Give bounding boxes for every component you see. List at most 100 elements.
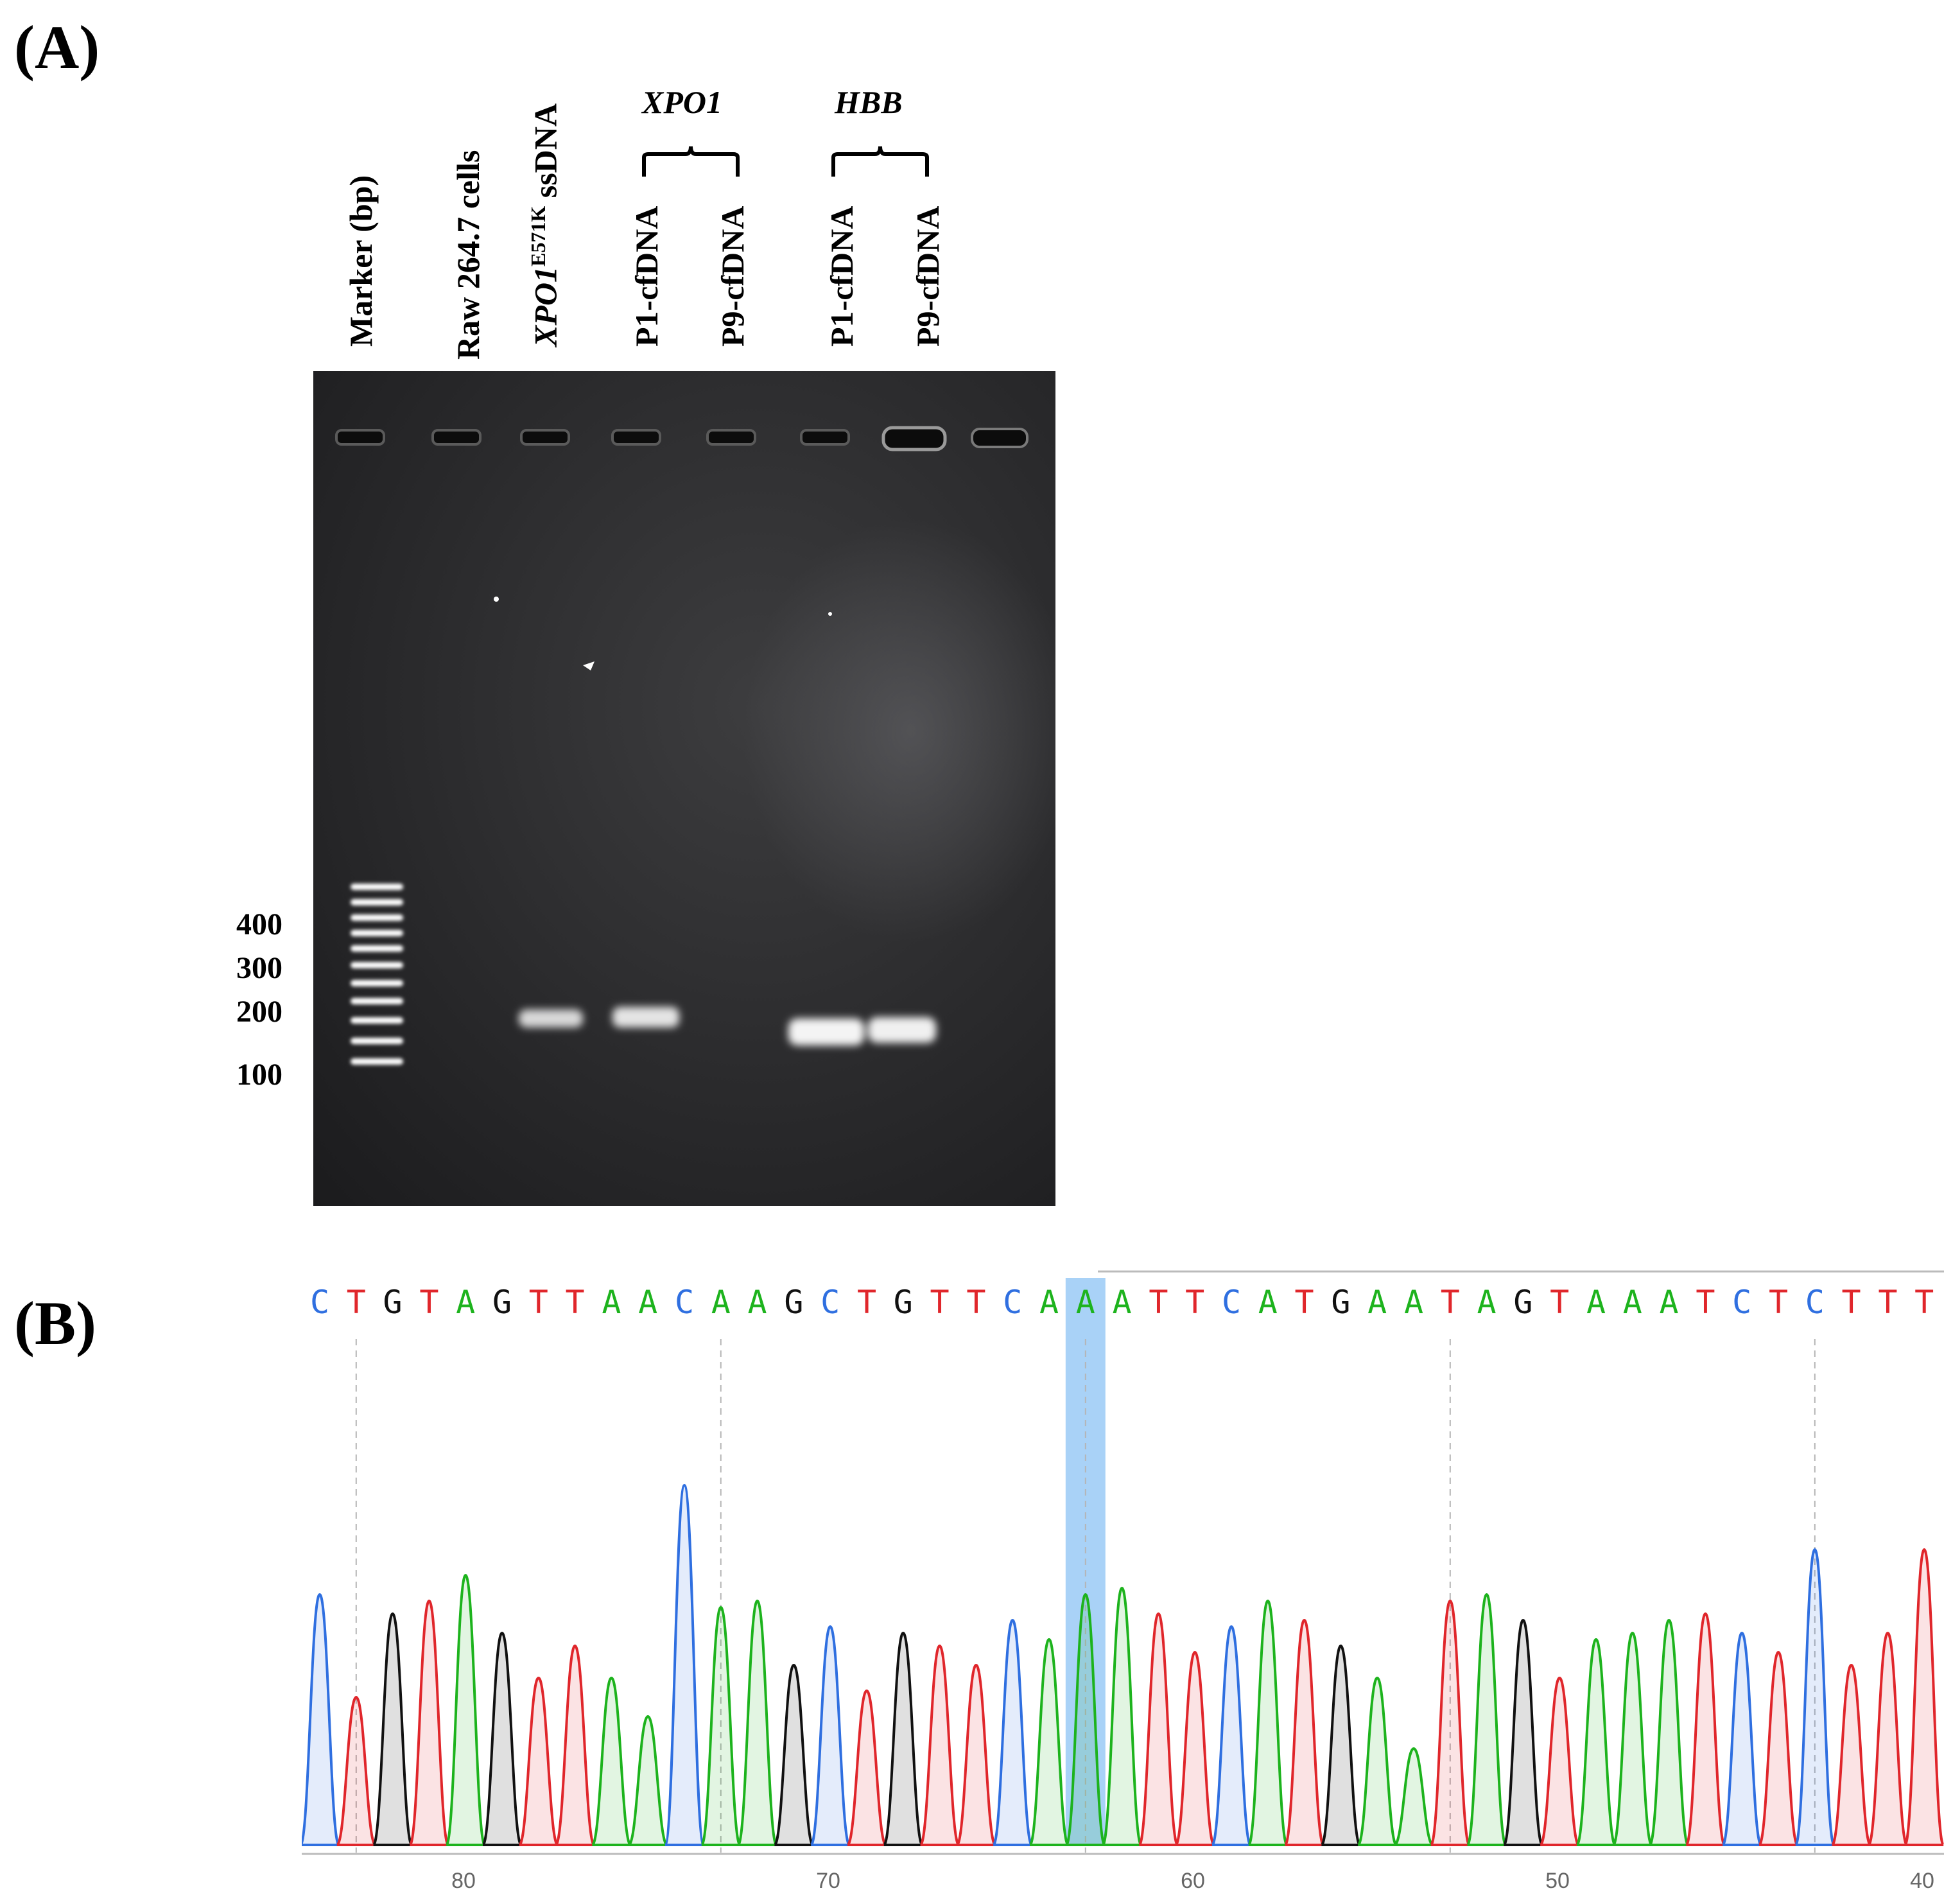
base-call: A <box>1039 1284 1059 1321</box>
trace-peak <box>1174 1650 1216 1846</box>
position-tick: 70 <box>816 1869 840 1893</box>
trace-peak <box>810 1625 851 1846</box>
gel-haze <box>743 519 1055 943</box>
well <box>881 426 947 451</box>
base-call: G <box>784 1284 803 1321</box>
ladder-band <box>351 914 403 921</box>
trace-peak <box>302 1593 340 1846</box>
trace-peak <box>1211 1625 1252 1846</box>
trace-peak <box>1320 1644 1362 1846</box>
trace-peak <box>1466 1593 1507 1846</box>
trace-peak <box>1685 1612 1726 1846</box>
marker-label-100: 100 <box>236 1058 282 1092</box>
trace-peak <box>992 1618 1034 1846</box>
base-call: A <box>711 1284 731 1321</box>
base-call: G <box>1331 1284 1350 1321</box>
base-call: A <box>1586 1284 1606 1321</box>
base-call: T <box>1441 1284 1460 1321</box>
base-call: A <box>1076 1284 1095 1321</box>
ladder-band <box>351 945 403 952</box>
trace-peak <box>517 1676 559 1846</box>
base-call: T <box>529 1284 548 1321</box>
well <box>971 428 1028 448</box>
base-call: T <box>1550 1284 1569 1321</box>
base-call: A <box>638 1284 657 1321</box>
trace-peak <box>1283 1618 1325 1846</box>
trace-peak <box>736 1599 778 1846</box>
trace-peak <box>445 1573 487 1846</box>
well <box>335 429 385 446</box>
position-tick: 40 <box>1910 1869 1934 1893</box>
ladder-band <box>351 1017 403 1024</box>
base-call: T <box>1696 1284 1715 1321</box>
trace-peak <box>1138 1612 1179 1846</box>
gel-graphic <box>335 426 1055 1065</box>
trace-peak <box>1539 1676 1581 1846</box>
base-call: G <box>383 1284 403 1321</box>
trace-peak <box>482 1631 523 1846</box>
base-call: T <box>1295 1284 1314 1321</box>
trace-peak <box>1648 1618 1690 1846</box>
trace-peak <box>335 1695 377 1846</box>
marker-label-200: 200 <box>236 995 282 1029</box>
trace-peak <box>372 1612 413 1846</box>
gel-wells <box>335 426 1028 451</box>
trace-peak <box>1904 1548 1944 1846</box>
ladder-band <box>351 980 403 986</box>
panel-a-label: (A) <box>14 13 100 82</box>
base-call: C <box>1732 1284 1751 1321</box>
well <box>706 429 756 446</box>
brace-xpo1 <box>642 146 740 177</box>
ladder-band <box>351 962 403 968</box>
lane-label-hbb-p9: P9-cfDNA <box>910 205 946 347</box>
gel-specks <box>494 597 832 670</box>
brace-hbb <box>831 146 929 177</box>
base-call: T <box>1878 1284 1897 1321</box>
base-call: C <box>675 1284 694 1321</box>
group-label-hbb: HBB <box>835 84 903 120</box>
marker-label-400: 400 <box>236 907 282 941</box>
marker-ladder <box>351 884 403 1065</box>
trace-peak <box>1758 1650 1799 1846</box>
base-call: T <box>966 1284 985 1321</box>
trace-peak <box>664 1483 705 1846</box>
well <box>520 429 570 446</box>
band-hbb-p9 <box>868 1017 936 1043</box>
ladder-band <box>351 1058 403 1065</box>
group-label-xpo1: XPO1 <box>642 84 722 120</box>
base-call: A <box>602 1284 621 1321</box>
base-call: C <box>1222 1284 1241 1321</box>
base-call: T <box>1842 1284 1861 1321</box>
ladder-band <box>351 1038 403 1044</box>
base-call: C <box>820 1284 840 1321</box>
base-call: G <box>1513 1284 1532 1321</box>
ladder-band <box>351 884 403 890</box>
base-call: A <box>1623 1284 1642 1321</box>
ladder-band <box>351 899 403 905</box>
trace-peak <box>1247 1599 1289 1846</box>
group-braces <box>642 146 929 177</box>
trace-peak <box>773 1663 815 1846</box>
trace-peak <box>919 1644 960 1846</box>
trace-peak <box>1867 1631 1909 1846</box>
trace-peak <box>1611 1631 1653 1846</box>
position-axis: 80 70 60 50 40 <box>451 1869 1934 1893</box>
ladder-band <box>351 930 403 936</box>
base-call: T <box>566 1284 585 1321</box>
ladder-band <box>351 998 403 1004</box>
base-call: T <box>930 1284 950 1321</box>
trace-peak <box>1101 1586 1143 1846</box>
trace-peak <box>1721 1631 1763 1846</box>
trace-peak <box>627 1715 669 1846</box>
base-call: A <box>748 1284 767 1321</box>
base-call: C <box>1003 1284 1022 1321</box>
panel-b-label: (B) <box>14 1289 96 1358</box>
sample-bands <box>519 1007 936 1045</box>
band-xpo1-p1 <box>612 1007 679 1027</box>
trace-peak <box>846 1689 887 1846</box>
trace-peak <box>955 1663 997 1846</box>
trace-peak <box>1064 1593 1106 1846</box>
trace-peak <box>591 1676 632 1846</box>
base-call: T <box>1769 1284 1788 1321</box>
